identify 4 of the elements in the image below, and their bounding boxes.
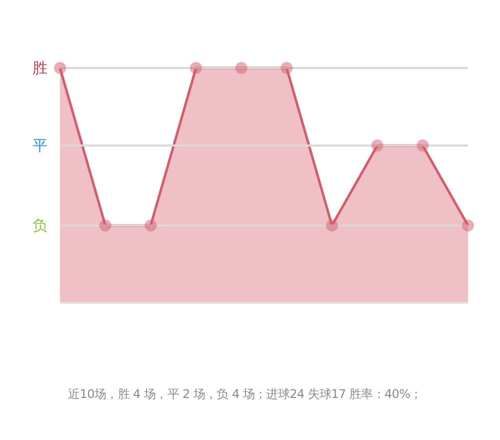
ref-line-label: 平 bbox=[32, 136, 48, 155]
text: 近10场，胜 4 场，平 2 场，负 4 场；进球24 失球17 胜率：40%； bbox=[67, 386, 423, 403]
ref-line-label: 负 bbox=[32, 216, 48, 234]
ref-line-label: 胜 bbox=[32, 59, 48, 77]
